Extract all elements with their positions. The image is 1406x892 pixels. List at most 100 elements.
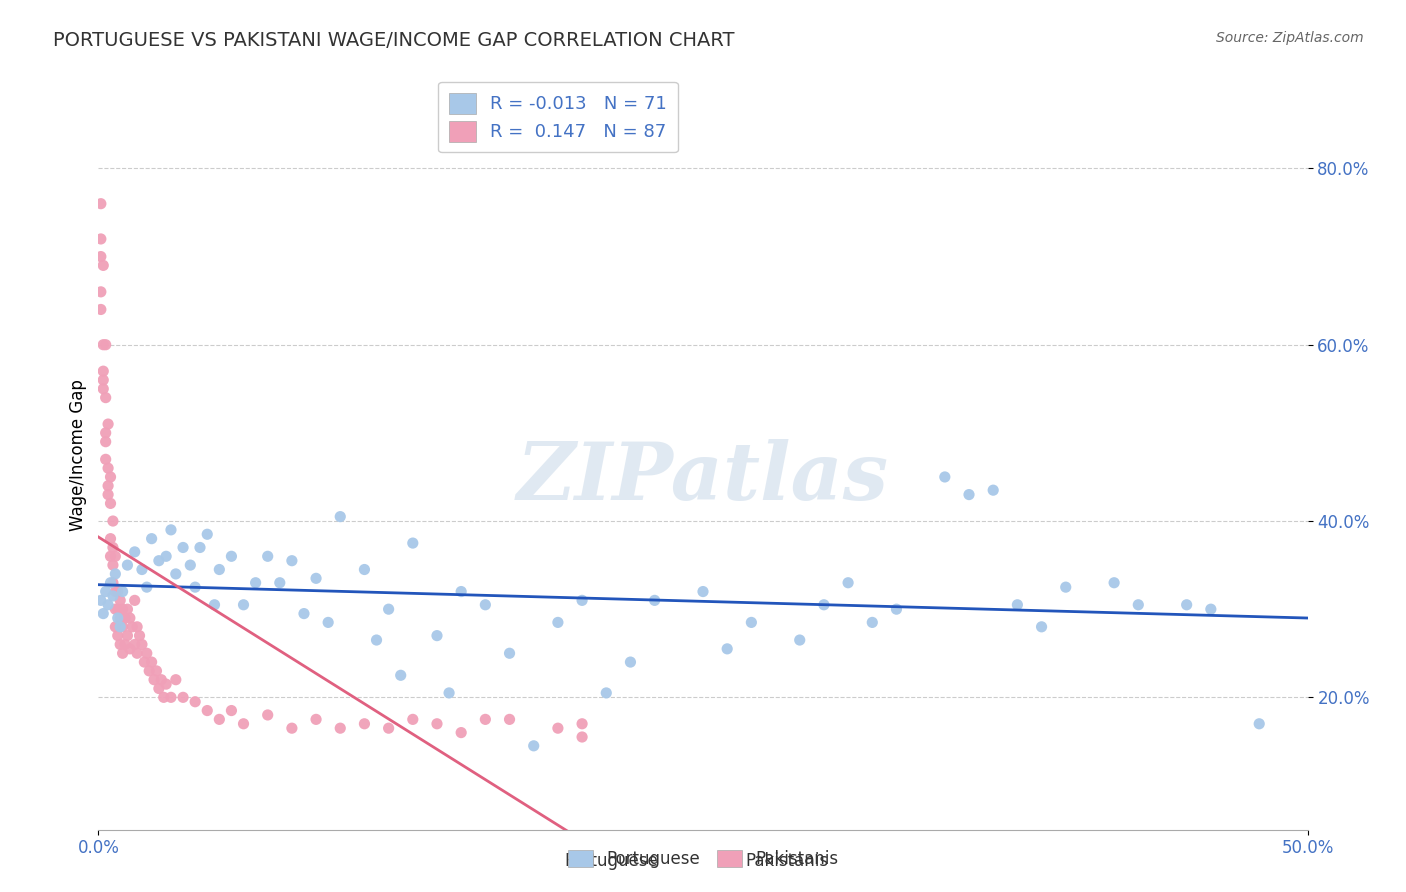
Point bbox=[94, 337, 117, 351]
Point bbox=[90, 232, 112, 246]
Point bbox=[1031, 620, 1053, 634]
Legend: R = -0.013   N = 71, R =  0.147   N = 87: R = -0.013 N = 71, R = 0.147 N = 87 bbox=[437, 82, 678, 153]
Text: Pakistanis: Pakistanis bbox=[745, 852, 830, 870]
Point bbox=[208, 712, 231, 726]
Point bbox=[934, 470, 956, 484]
Point bbox=[107, 629, 129, 643]
Point bbox=[104, 602, 127, 616]
Point bbox=[101, 541, 124, 555]
Point bbox=[90, 285, 112, 299]
Point bbox=[160, 690, 183, 705]
Point bbox=[127, 620, 149, 634]
Point bbox=[353, 716, 375, 731]
Point bbox=[91, 382, 114, 396]
Point bbox=[117, 558, 139, 573]
Point bbox=[100, 575, 122, 590]
Point bbox=[1175, 598, 1198, 612]
Point bbox=[155, 677, 177, 691]
Point bbox=[305, 571, 328, 585]
Point bbox=[143, 673, 166, 687]
Point bbox=[97, 417, 120, 431]
Point bbox=[389, 668, 412, 682]
Point bbox=[256, 549, 278, 564]
Point bbox=[91, 364, 114, 378]
Point bbox=[138, 664, 160, 678]
Point bbox=[135, 580, 157, 594]
Point bbox=[165, 673, 187, 687]
Point bbox=[426, 716, 449, 731]
Point bbox=[124, 637, 146, 651]
Point bbox=[184, 695, 207, 709]
Point bbox=[134, 655, 156, 669]
Point bbox=[155, 549, 177, 564]
Point bbox=[141, 532, 163, 546]
Point bbox=[108, 611, 131, 625]
Point bbox=[1128, 598, 1150, 612]
Point bbox=[366, 633, 388, 648]
Text: ZIPatlas: ZIPatlas bbox=[517, 439, 889, 516]
Point bbox=[100, 470, 122, 484]
Point bbox=[329, 509, 352, 524]
Point bbox=[450, 725, 472, 739]
Point bbox=[148, 554, 170, 568]
Point bbox=[789, 633, 811, 648]
Point bbox=[957, 487, 980, 501]
Point bbox=[97, 479, 120, 493]
Point bbox=[571, 716, 593, 731]
Point bbox=[474, 598, 496, 612]
Point bbox=[111, 646, 134, 660]
Point bbox=[1249, 716, 1271, 731]
Point bbox=[184, 580, 207, 594]
Point bbox=[90, 196, 112, 211]
Point bbox=[97, 487, 120, 501]
Point bbox=[135, 646, 157, 660]
Point bbox=[114, 637, 136, 651]
Point bbox=[179, 558, 201, 573]
Point bbox=[101, 575, 124, 590]
Point bbox=[740, 615, 762, 630]
Point bbox=[90, 302, 112, 317]
Point bbox=[121, 620, 143, 634]
Point bbox=[111, 584, 134, 599]
Point bbox=[716, 641, 738, 656]
Point bbox=[619, 655, 641, 669]
Point bbox=[221, 704, 243, 718]
Point bbox=[208, 562, 231, 576]
Point bbox=[316, 615, 339, 630]
Point bbox=[353, 562, 375, 576]
Point bbox=[204, 598, 226, 612]
Point bbox=[104, 566, 127, 581]
Point bbox=[107, 611, 129, 625]
Point bbox=[377, 721, 399, 735]
Point bbox=[91, 259, 114, 273]
Point bbox=[117, 602, 139, 616]
Point bbox=[91, 607, 114, 621]
Text: Portuguese: Portuguese bbox=[565, 852, 658, 870]
Point bbox=[108, 637, 131, 651]
Text: PORTUGUESE VS PAKISTANI WAGE/INCOME GAP CORRELATION CHART: PORTUGUESE VS PAKISTANI WAGE/INCOME GAP … bbox=[53, 31, 735, 50]
Legend: Portuguese, Pakistanis: Portuguese, Pakistanis bbox=[561, 843, 845, 875]
Point bbox=[111, 620, 134, 634]
Point bbox=[571, 730, 593, 744]
Point bbox=[104, 584, 127, 599]
Point bbox=[571, 593, 593, 607]
Point bbox=[981, 483, 1004, 498]
Point bbox=[94, 425, 117, 440]
Point bbox=[128, 629, 150, 643]
Point bbox=[292, 607, 315, 621]
Point bbox=[108, 593, 131, 607]
Point bbox=[1007, 598, 1029, 612]
Point bbox=[160, 523, 183, 537]
Point bbox=[221, 549, 243, 564]
Point bbox=[90, 250, 112, 264]
Point bbox=[281, 554, 304, 568]
Point bbox=[886, 602, 908, 616]
Point bbox=[165, 566, 187, 581]
Point bbox=[91, 373, 114, 387]
Point bbox=[97, 461, 120, 475]
Point bbox=[188, 541, 211, 555]
Point bbox=[101, 558, 124, 573]
Point bbox=[100, 549, 122, 564]
Point bbox=[124, 545, 146, 559]
Point bbox=[232, 598, 254, 612]
